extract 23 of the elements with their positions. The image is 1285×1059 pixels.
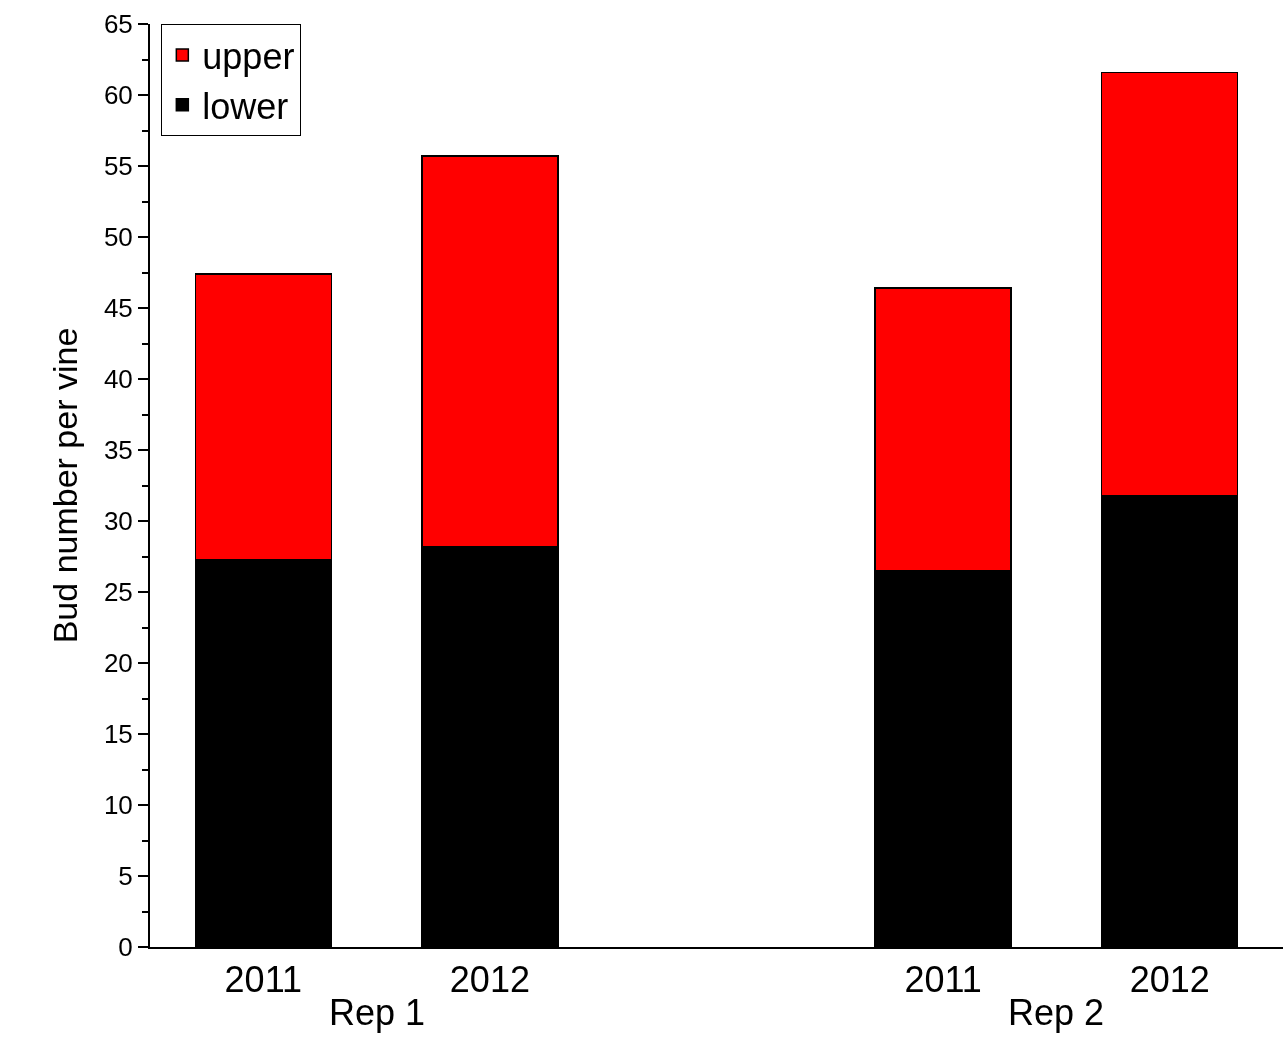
y-tick-label: 35 bbox=[103, 435, 133, 466]
y-tick-label: 55 bbox=[103, 151, 133, 182]
y-tick-label: 65 bbox=[103, 9, 133, 40]
y-tick-label: 40 bbox=[103, 364, 133, 395]
x-tick-label: 2012 bbox=[449, 959, 530, 1001]
y-tick-label: 60 bbox=[103, 80, 133, 111]
y-tick-label: 30 bbox=[103, 506, 133, 537]
y-tick-label: 20 bbox=[103, 648, 133, 679]
y-axis-title: Bud number per vine bbox=[45, 327, 84, 644]
x-tick-label: 2012 bbox=[1129, 959, 1210, 1001]
legend-label: lower bbox=[202, 85, 289, 127]
y-tick-label: 5 bbox=[118, 861, 133, 892]
y-tick-label: 10 bbox=[103, 790, 133, 821]
y-tick-label: 0 bbox=[118, 932, 133, 963]
x-tick-label: 2011 bbox=[904, 959, 982, 1001]
text: Rep 2 bbox=[1008, 992, 1105, 1033]
y-tick-label: 25 bbox=[103, 577, 133, 608]
x-tick-label: 2011 bbox=[224, 959, 303, 1001]
legend-label: upper bbox=[202, 35, 295, 77]
y-tick-label: 50 bbox=[103, 222, 133, 253]
text: Rep 1 bbox=[329, 992, 426, 1033]
y-tick-label: 45 bbox=[103, 293, 133, 324]
y-tick-label: 15 bbox=[103, 719, 133, 750]
